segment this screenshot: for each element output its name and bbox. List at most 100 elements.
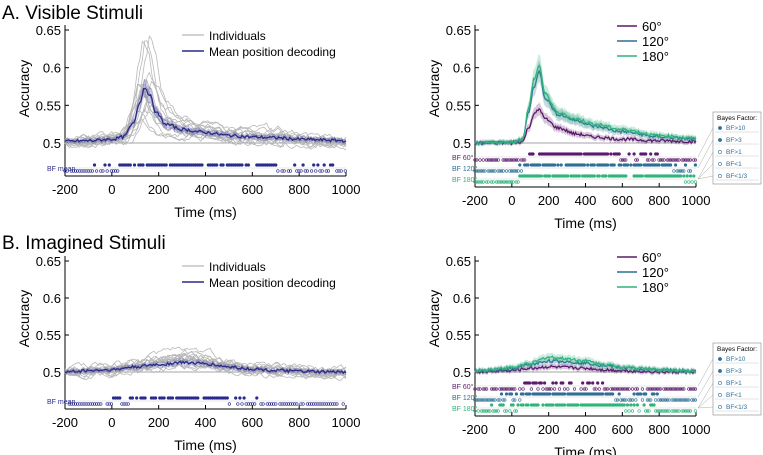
bf-marker xyxy=(536,403,540,407)
bf-marker xyxy=(652,403,656,407)
bf-marker xyxy=(514,158,519,162)
bf-marker xyxy=(632,403,636,407)
y-tick-label: 0.5 xyxy=(453,136,471,151)
bf-marker xyxy=(318,402,322,406)
bf-marker xyxy=(491,158,495,162)
bf-marker xyxy=(584,387,588,391)
bf-marker xyxy=(508,409,512,413)
bf-marker xyxy=(246,402,250,406)
bf-marker xyxy=(490,387,494,391)
bf-marker xyxy=(619,387,623,391)
bf-marker xyxy=(587,381,592,385)
bf-marker xyxy=(572,387,577,391)
bf-marker xyxy=(518,398,522,402)
bf-marker xyxy=(662,158,666,162)
bf-marker xyxy=(617,152,621,156)
bf-marker xyxy=(673,409,678,413)
section-title-imagined: B. Imagined Stimuli xyxy=(2,233,166,254)
bf-marker xyxy=(692,398,696,402)
y-tick-label: 0.5 xyxy=(453,365,471,380)
legend-label: Mean position decoding xyxy=(209,276,336,290)
bf-marker xyxy=(660,398,664,402)
bf-marker xyxy=(331,402,335,406)
bf-marker xyxy=(654,398,658,402)
bf-marker xyxy=(141,163,145,167)
bf-marker xyxy=(476,398,480,402)
bf-marker xyxy=(685,158,689,162)
bf-marker xyxy=(566,387,570,391)
bf-marker xyxy=(579,387,583,391)
bf-marker xyxy=(236,402,240,406)
bf-marker xyxy=(476,409,480,413)
bf-marker xyxy=(73,402,78,406)
bf-marker xyxy=(303,169,307,173)
bf-marker xyxy=(640,387,645,391)
bf-marker xyxy=(577,174,582,178)
bf-marker xyxy=(630,387,635,391)
bf-marker xyxy=(688,174,693,178)
bf-marker xyxy=(305,402,310,406)
bf-marker xyxy=(499,169,504,173)
bf-marker xyxy=(675,387,679,391)
panel-A-right: 0.5 0.55 0.6 0.65 -200 0 200 400 600 800 1000 Time … xyxy=(426,19,762,231)
x-tick-label: 200 xyxy=(148,415,170,430)
section-title-visible: A. Visible Stimuli xyxy=(2,3,143,24)
bf-marker xyxy=(635,158,640,162)
bf-marker xyxy=(509,180,514,184)
bf-marker xyxy=(491,387,495,391)
bf-marker xyxy=(562,387,567,391)
bf-marker xyxy=(276,169,280,173)
bf-marker xyxy=(630,398,635,402)
bf-legend: Bayes Factor: BF>10 BF>3 BF>1 BF<1 BF<1/3 xyxy=(697,342,762,416)
bf-marker xyxy=(552,387,557,391)
bf-marker xyxy=(692,387,696,391)
x-tick-label: -200 xyxy=(52,182,78,197)
bf-marker xyxy=(295,169,299,173)
bf-marker xyxy=(549,387,553,391)
bf-marker xyxy=(240,163,244,167)
bf-marker xyxy=(295,402,299,406)
bf-marker xyxy=(665,158,669,162)
bf-marker xyxy=(690,180,694,184)
bf-marker xyxy=(620,387,625,391)
bf-marker xyxy=(682,169,686,173)
bf-marker xyxy=(486,158,490,162)
bf-marker xyxy=(490,180,494,184)
bf-marker xyxy=(508,180,512,184)
bf-marker xyxy=(282,402,286,406)
bf-marker xyxy=(634,398,638,402)
bf-marker xyxy=(94,169,99,173)
bf-marker xyxy=(478,169,482,173)
bf-marker xyxy=(662,398,666,402)
bf-marker xyxy=(672,398,676,402)
bf-marker xyxy=(509,169,514,173)
bf-marker xyxy=(635,403,640,407)
bf-marker xyxy=(225,396,229,400)
bf-marker xyxy=(288,402,293,406)
bf-legend-label: BF>1 xyxy=(726,149,742,156)
bf-marker xyxy=(629,163,633,167)
bf-marker xyxy=(485,398,489,402)
x-tick-label: 0 xyxy=(108,182,115,197)
x-tick-label: 800 xyxy=(288,182,310,197)
bf-marker xyxy=(496,169,500,173)
bf-marker xyxy=(297,169,301,173)
bf-marker xyxy=(473,398,477,402)
bf-marker xyxy=(680,398,684,402)
bf-marker xyxy=(244,402,248,406)
bf-marker xyxy=(509,392,514,396)
bf-marker xyxy=(683,409,688,413)
legend-label: Mean position decoding xyxy=(209,45,336,59)
bf-marker xyxy=(511,180,515,184)
bf-marker xyxy=(488,398,492,402)
bf-marker xyxy=(261,402,265,406)
series-line xyxy=(474,107,697,146)
bf-marker xyxy=(154,396,158,400)
bf-marker xyxy=(644,409,648,413)
bf-marker xyxy=(552,163,557,167)
bf-marker xyxy=(506,158,510,162)
bf-marker xyxy=(632,152,636,156)
bf-marker xyxy=(498,398,502,402)
bf-marker xyxy=(504,169,509,173)
bf-marker xyxy=(504,158,509,162)
